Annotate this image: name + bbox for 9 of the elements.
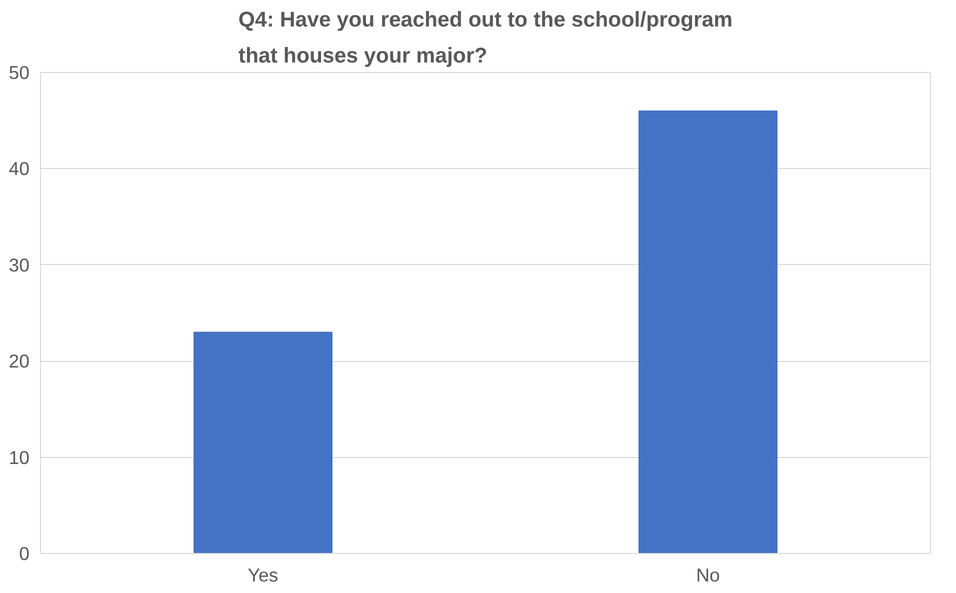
y-tick-label: 40: [8, 158, 30, 180]
y-tick-label: 50: [8, 62, 30, 83]
x-tick-label: Yes: [248, 564, 278, 586]
y-tick-label: 0: [19, 543, 30, 564]
x-tick-label: No: [696, 564, 720, 586]
y-tick-label: 10: [8, 446, 30, 468]
y-tick-label: 20: [8, 350, 30, 372]
chart-title: Q4: Have you reached out to the school/program that houses your major?: [238, 8, 733, 68]
y-tick-label: 30: [8, 254, 30, 276]
